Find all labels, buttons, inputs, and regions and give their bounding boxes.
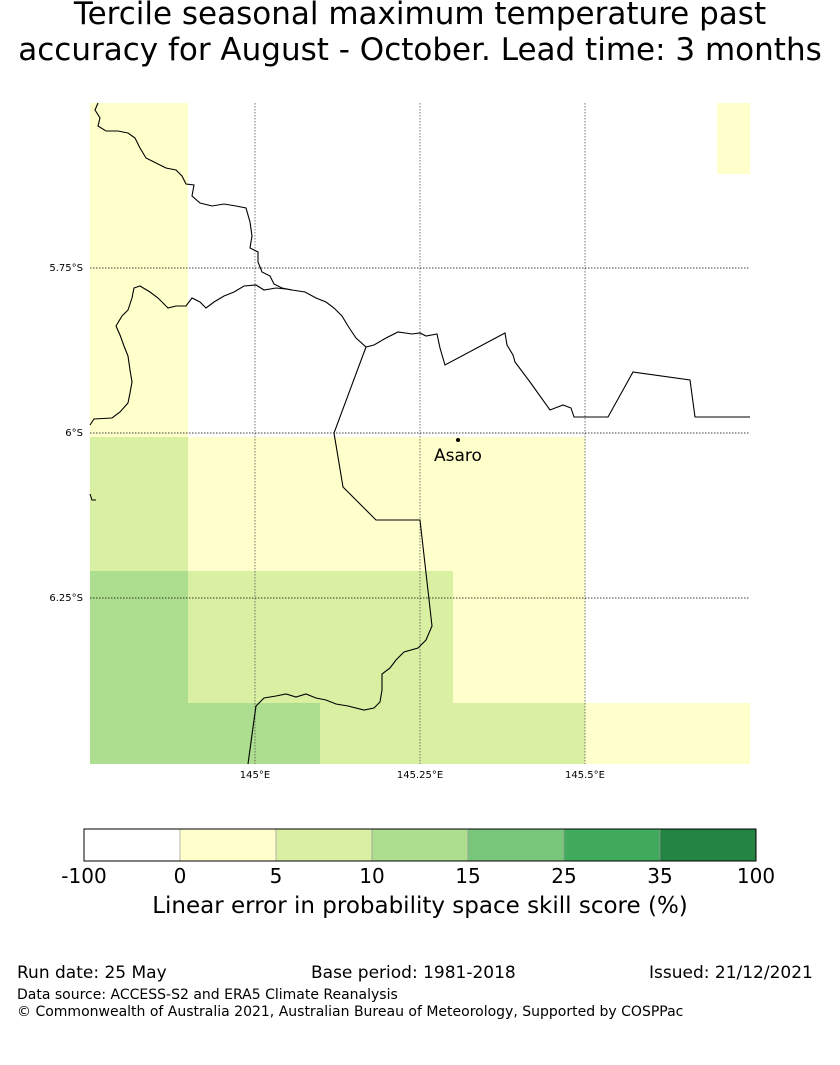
grid-cell	[320, 103, 453, 174]
colorbar-tick-label: 5	[269, 864, 283, 888]
skill-grid-cells	[90, 103, 750, 764]
grid-cell	[188, 571, 320, 703]
grid-cell	[453, 174, 585, 437]
colorbar-tick-label: 10	[359, 864, 385, 888]
colorbar-tick-label: 0	[173, 864, 187, 888]
grid-cell	[585, 437, 717, 571]
base-period: Base period: 1981-2018	[311, 963, 516, 983]
grid-cell	[717, 103, 750, 174]
colorbar-tick-label: 100	[736, 864, 776, 888]
boundary-central	[247, 346, 433, 765]
lon-label-145e: 145°E	[240, 770, 270, 781]
copyright-notice: © Commonwealth of Australia 2021, Austra…	[17, 1004, 684, 1020]
run-date: Run date: 25 May	[17, 963, 167, 983]
grid-cell	[453, 437, 585, 571]
grid-cell	[90, 571, 188, 703]
grid-cell	[320, 437, 453, 571]
colorbar-swatch	[563, 828, 661, 862]
grid-cell	[320, 571, 453, 703]
lat-label-5-75s: 5.75°S	[49, 263, 83, 274]
issued-date: Issued: 21/12/2021	[649, 963, 813, 983]
grid-cell	[717, 571, 750, 703]
colorbar-tick-label: 15	[455, 864, 481, 888]
colorbar-swatch	[83, 828, 181, 862]
colorbar-swatch	[371, 828, 469, 862]
admin-boundaries	[89, 102, 750, 765]
grid-cell	[453, 103, 585, 174]
grid-cell	[585, 174, 717, 437]
colorbar-frame	[83, 828, 757, 862]
colorbar-swatch	[659, 828, 757, 862]
colorbar	[83, 828, 757, 862]
colorbar-swatch	[275, 828, 373, 862]
grid-cell	[188, 703, 320, 764]
grid-cell	[188, 103, 320, 174]
grid-cell	[90, 703, 188, 764]
map-title-line-1: Tercile seasonal maximum temperature pas…	[73, 0, 767, 32]
colorbar-tick-label: 25	[551, 864, 577, 888]
grid-cell	[320, 174, 453, 437]
graticule	[90, 103, 750, 764]
grid-cell	[453, 703, 585, 764]
boundary-west	[89, 284, 293, 426]
lat-label-6-25s: 6.25°S	[49, 593, 83, 604]
map-title-line-2: accuracy for August - October. Lead time…	[18, 32, 822, 68]
colorbar-tick-label: 35	[647, 864, 673, 888]
grid-cell	[717, 174, 750, 437]
lon-label-145-25e: 145.25°E	[397, 770, 443, 781]
grid-cell	[717, 703, 750, 764]
grid-cell	[90, 174, 188, 437]
colorbar-swatch	[179, 828, 277, 862]
grid-cell	[90, 437, 188, 571]
grid-cell	[585, 103, 717, 174]
grid-cell	[717, 437, 750, 571]
lat-label-6s: 6°S	[65, 428, 83, 439]
grid-cell	[453, 571, 585, 703]
lon-label-145-5e: 145.5°E	[565, 770, 605, 781]
place-label-asaro: Asaro	[434, 446, 482, 466]
grid-cell	[188, 174, 320, 437]
data-source: Data source: ACCESS-S2 and ERA5 Climate …	[17, 987, 398, 1003]
asaro-marker-icon	[456, 438, 460, 442]
grid-cell	[320, 703, 453, 764]
grid-cell	[90, 103, 188, 174]
grid-cell	[585, 571, 717, 703]
colorbar-tick-label: -100	[61, 864, 107, 888]
boundary-stub	[89, 493, 96, 501]
grid-cell	[585, 703, 717, 764]
colorbar-label: Linear error in probability space skill …	[152, 893, 688, 919]
colorbar-swatch	[467, 828, 565, 862]
grid-cell	[188, 437, 320, 571]
